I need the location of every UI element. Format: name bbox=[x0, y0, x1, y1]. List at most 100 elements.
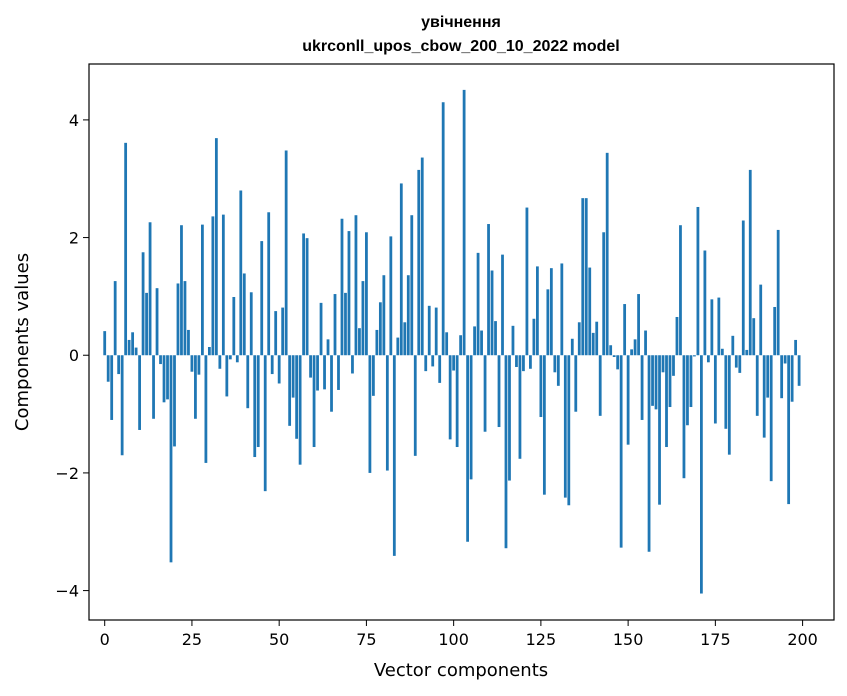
bar bbox=[595, 321, 599, 356]
bar bbox=[242, 273, 246, 356]
bar bbox=[281, 307, 285, 356]
bar bbox=[487, 224, 490, 356]
bar bbox=[326, 339, 330, 356]
bar bbox=[546, 289, 550, 356]
bar bbox=[183, 281, 187, 356]
bar bbox=[752, 318, 756, 356]
bar bbox=[134, 347, 138, 356]
bar bbox=[682, 355, 686, 479]
bar bbox=[640, 355, 644, 420]
bar bbox=[651, 355, 654, 406]
bar bbox=[612, 355, 616, 358]
bar bbox=[354, 215, 358, 356]
bar bbox=[574, 355, 578, 412]
bar bbox=[647, 355, 651, 552]
bar bbox=[340, 218, 344, 356]
bar bbox=[382, 275, 386, 356]
bar bbox=[738, 355, 742, 373]
bar bbox=[375, 329, 379, 356]
y-tick-label: −4 bbox=[55, 582, 79, 601]
bar bbox=[403, 322, 407, 356]
bar bbox=[159, 355, 162, 365]
bar bbox=[347, 231, 351, 356]
bar bbox=[396, 337, 400, 356]
bar bbox=[389, 236, 393, 356]
bar bbox=[197, 355, 201, 375]
x-tick-label: 0 bbox=[100, 630, 110, 649]
bar bbox=[277, 355, 281, 384]
bar bbox=[686, 355, 689, 426]
bar bbox=[762, 355, 766, 438]
bar bbox=[180, 225, 183, 356]
bar bbox=[532, 318, 536, 356]
bar bbox=[473, 326, 476, 356]
chart-title-line1: увічнення bbox=[421, 14, 501, 31]
bar bbox=[166, 355, 169, 400]
bar bbox=[323, 355, 326, 390]
x-tick-label: 175 bbox=[700, 630, 731, 649]
bar bbox=[581, 198, 585, 356]
bar bbox=[145, 292, 148, 356]
bar bbox=[602, 232, 606, 356]
bar bbox=[668, 355, 672, 408]
bar bbox=[260, 241, 264, 356]
bar bbox=[665, 355, 668, 448]
bar bbox=[797, 355, 801, 386]
x-axis-ticks: 0 25 50 75 100 125 150 175 200 bbox=[100, 620, 818, 649]
bar bbox=[113, 281, 117, 356]
bar bbox=[228, 355, 232, 360]
bars-group bbox=[103, 89, 801, 594]
bar bbox=[302, 233, 305, 356]
bar bbox=[515, 355, 518, 368]
bar bbox=[459, 335, 463, 356]
bar bbox=[480, 330, 483, 356]
bar bbox=[420, 157, 424, 356]
bar bbox=[508, 355, 511, 481]
bar bbox=[588, 267, 592, 356]
bar bbox=[542, 355, 546, 495]
bar bbox=[522, 355, 525, 372]
bar bbox=[591, 332, 595, 356]
bar bbox=[466, 355, 469, 542]
bar bbox=[689, 355, 693, 408]
bar bbox=[187, 329, 190, 356]
y-tick-label: 2 bbox=[69, 229, 79, 248]
bar bbox=[263, 355, 267, 492]
bar bbox=[619, 355, 623, 548]
bar bbox=[319, 302, 323, 356]
bar bbox=[131, 332, 135, 356]
bar bbox=[776, 229, 780, 356]
bar bbox=[452, 355, 456, 371]
bar bbox=[700, 355, 703, 594]
bar bbox=[469, 355, 473, 480]
bar bbox=[567, 355, 571, 506]
bar bbox=[706, 355, 710, 363]
bar bbox=[106, 355, 110, 382]
x-tick-label: 75 bbox=[356, 630, 376, 649]
bar bbox=[344, 292, 347, 356]
bar bbox=[232, 296, 236, 356]
bar bbox=[309, 355, 312, 378]
bar bbox=[455, 355, 459, 448]
bar bbox=[434, 307, 438, 356]
bar bbox=[563, 355, 567, 498]
bar bbox=[654, 355, 658, 410]
bar bbox=[494, 321, 497, 356]
bar bbox=[120, 355, 124, 456]
bar bbox=[731, 335, 735, 356]
y-axis-label: Components values bbox=[12, 253, 33, 431]
bar bbox=[539, 355, 543, 418]
bar bbox=[626, 355, 630, 445]
bar bbox=[672, 355, 675, 376]
bar bbox=[661, 355, 665, 373]
bar bbox=[330, 355, 333, 412]
bar bbox=[365, 232, 368, 356]
bar bbox=[794, 339, 798, 356]
bar bbox=[696, 206, 700, 356]
bar bbox=[556, 355, 560, 386]
bar bbox=[570, 338, 574, 356]
bar bbox=[410, 215, 414, 356]
bar bbox=[448, 355, 452, 440]
bar bbox=[720, 348, 724, 356]
bar bbox=[734, 355, 738, 368]
